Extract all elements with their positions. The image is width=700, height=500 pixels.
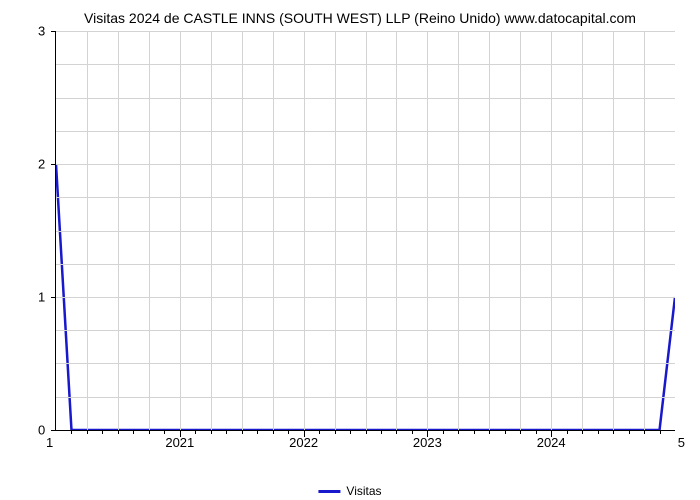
plot-area: 1 5 01232021202220232024 — [55, 31, 675, 431]
x-minor-tick — [660, 430, 661, 434]
grid-line-vertical — [582, 31, 583, 430]
grid-line-vertical — [180, 31, 181, 430]
grid-line-vertical — [335, 31, 336, 430]
chart-container: Visitas 2024 de CASTLE INNS (SOUTH WEST)… — [40, 10, 680, 470]
y-tick-label: 2 — [38, 156, 45, 171]
x-minor-tick — [335, 430, 336, 434]
y-tick — [51, 164, 56, 165]
x-minor-tick — [118, 430, 119, 434]
grid-line-vertical — [304, 31, 305, 430]
chart-title: Visitas 2024 de CASTLE INNS (SOUTH WEST)… — [40, 10, 680, 26]
x-range-start: 1 — [46, 435, 53, 450]
x-minor-tick — [211, 430, 212, 434]
grid-line-vertical — [551, 31, 552, 430]
x-minor-tick — [319, 430, 320, 434]
x-minor-tick — [489, 430, 490, 434]
grid-line-vertical — [242, 31, 243, 430]
legend-label: Visitas — [346, 484, 381, 498]
grid-line-vertical — [273, 31, 274, 430]
x-minor-tick — [133, 430, 134, 434]
x-minor-tick — [644, 430, 645, 434]
x-minor-tick — [474, 430, 475, 434]
grid-line-vertical — [427, 31, 428, 430]
grid-line-vertical — [644, 31, 645, 430]
y-tick-label: 1 — [38, 289, 45, 304]
legend-swatch — [318, 490, 340, 493]
x-minor-tick — [257, 430, 258, 434]
y-tick — [51, 31, 56, 32]
x-tick-label: 2022 — [289, 435, 318, 450]
x-minor-tick — [458, 430, 459, 434]
grid-line-vertical — [211, 31, 212, 430]
y-tick — [51, 297, 56, 298]
x-minor-tick — [505, 430, 506, 434]
x-minor-tick — [536, 430, 537, 434]
x-tick-label: 2023 — [413, 435, 442, 450]
x-tick-label: 2024 — [537, 435, 566, 450]
x-minor-tick — [288, 430, 289, 434]
x-minor-tick — [520, 430, 521, 434]
x-minor-tick — [366, 430, 367, 434]
x-minor-tick — [350, 430, 351, 434]
x-minor-tick — [582, 430, 583, 434]
grid-line-vertical — [149, 31, 150, 430]
grid-line-vertical — [87, 31, 88, 430]
x-minor-tick — [71, 430, 72, 434]
grid-line-vertical — [613, 31, 614, 430]
x-minor-tick — [195, 430, 196, 434]
x-minor-tick — [381, 430, 382, 434]
x-tick-label: 2021 — [165, 435, 194, 450]
chart-legend: Visitas — [318, 484, 381, 498]
grid-line-vertical — [458, 31, 459, 430]
x-range-end: 5 — [678, 435, 685, 450]
x-minor-tick — [412, 430, 413, 434]
y-tick-label: 0 — [38, 423, 45, 438]
y-tick-label: 3 — [38, 24, 45, 39]
x-minor-tick — [443, 430, 444, 434]
x-minor-tick — [629, 430, 630, 434]
x-minor-tick — [102, 430, 103, 434]
grid-line-vertical — [520, 31, 521, 430]
x-minor-tick — [598, 430, 599, 434]
x-minor-tick — [567, 430, 568, 434]
grid-line-vertical — [396, 31, 397, 430]
x-minor-tick — [273, 430, 274, 434]
y-tick — [51, 430, 56, 431]
grid-line-vertical — [366, 31, 367, 430]
x-minor-tick — [149, 430, 150, 434]
grid-line-vertical — [118, 31, 119, 430]
x-minor-tick — [164, 430, 165, 434]
x-minor-tick — [396, 430, 397, 434]
x-minor-tick — [613, 430, 614, 434]
x-minor-tick — [226, 430, 227, 434]
x-minor-tick — [242, 430, 243, 434]
x-minor-tick — [87, 430, 88, 434]
grid-line-vertical — [489, 31, 490, 430]
